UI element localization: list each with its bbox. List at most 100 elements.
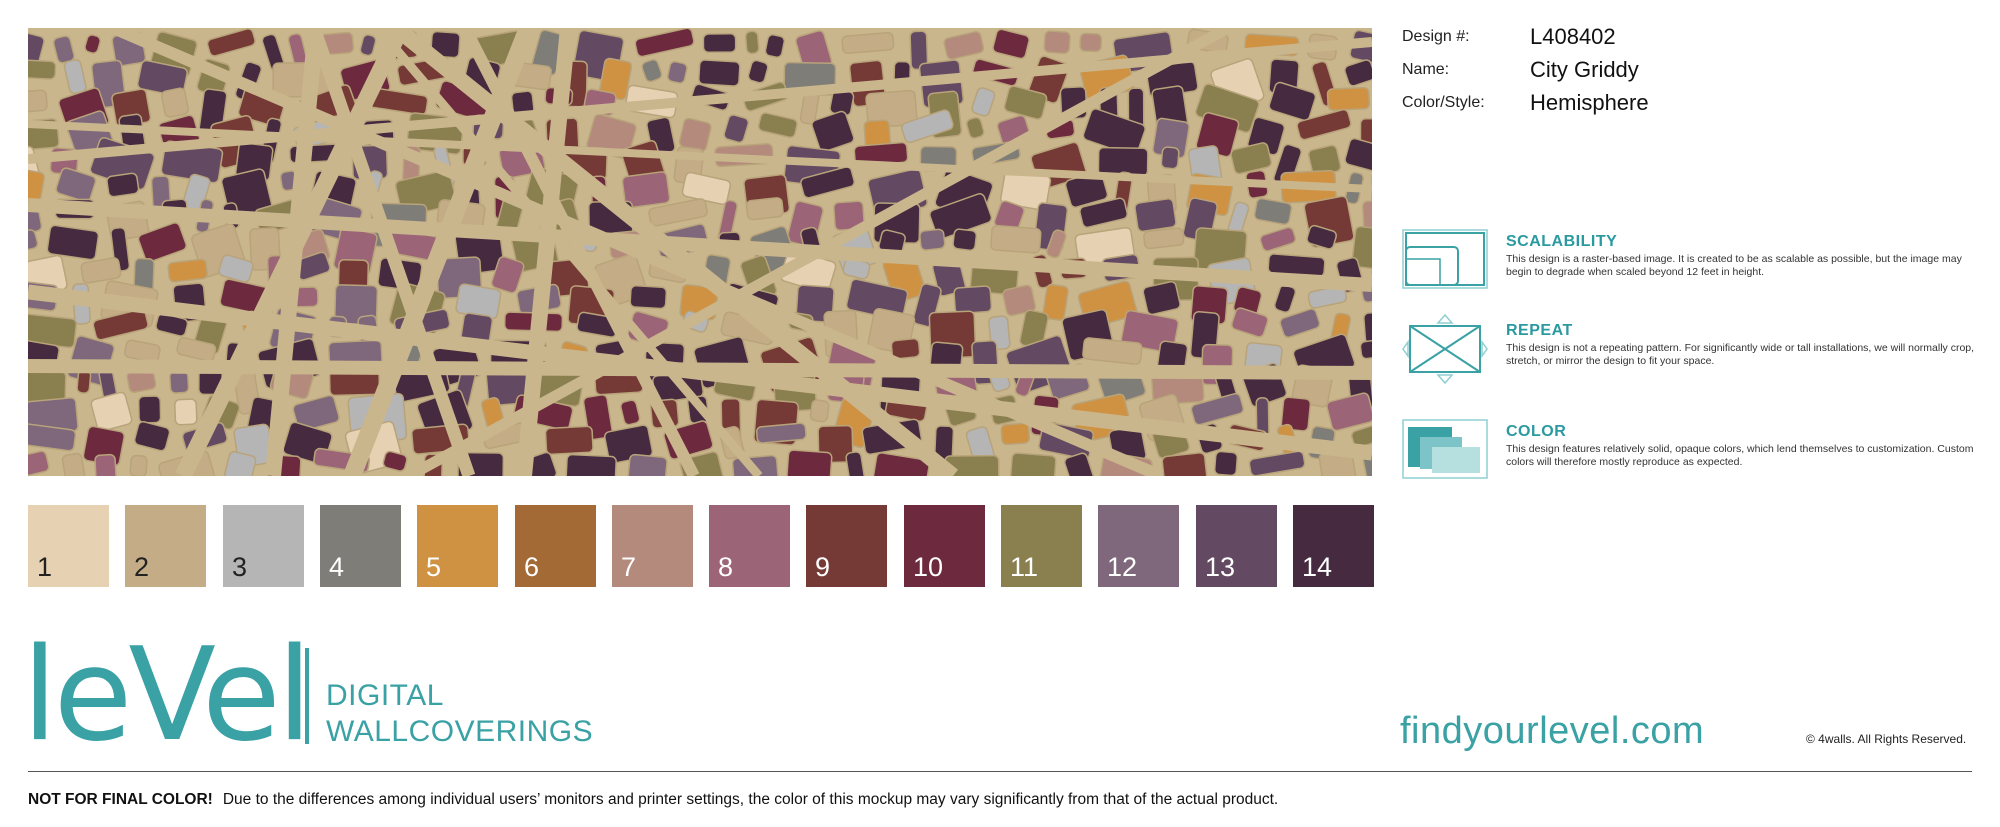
map-block bbox=[1363, 309, 1372, 345]
map-block bbox=[971, 87, 996, 117]
map-block bbox=[1134, 198, 1177, 233]
map-block bbox=[1079, 32, 1103, 53]
map-road bbox=[265, 28, 324, 476]
map-block bbox=[1268, 81, 1317, 122]
map-block bbox=[206, 28, 256, 57]
map-block bbox=[80, 257, 122, 284]
map-block bbox=[28, 229, 39, 251]
color-swatch-number: 11 bbox=[1010, 552, 1039, 582]
brand-tagline-line2: WALLCOVERINGS bbox=[326, 715, 594, 748]
map-block bbox=[158, 450, 219, 476]
city-map-pattern bbox=[28, 28, 1372, 476]
map-block bbox=[1000, 422, 1031, 446]
map-block bbox=[1160, 146, 1180, 170]
map-block bbox=[890, 337, 921, 360]
map-block bbox=[666, 60, 688, 84]
disclaimer-text: Due to the differences among individual … bbox=[222, 791, 1279, 808]
map-block bbox=[1142, 280, 1181, 316]
website-url[interactable]: findyourlevel.com bbox=[1400, 710, 1705, 752]
map-block bbox=[723, 114, 750, 144]
color-swatch-number: 1 bbox=[37, 552, 53, 582]
map-block bbox=[702, 33, 737, 54]
map-block bbox=[544, 425, 594, 455]
map-block bbox=[621, 171, 671, 209]
map-block bbox=[1079, 197, 1129, 228]
map-road bbox=[28, 37, 1372, 164]
map-block bbox=[133, 420, 171, 452]
map-block bbox=[1213, 450, 1239, 476]
map-block bbox=[174, 398, 198, 426]
color-swatch: 9 bbox=[806, 505, 887, 587]
map-block bbox=[1043, 30, 1071, 55]
map-block bbox=[28, 32, 45, 69]
map-block bbox=[129, 454, 148, 476]
feature-title: COLOR bbox=[1506, 423, 1567, 440]
feature-title: REPEAT bbox=[1506, 322, 1573, 339]
map-block bbox=[845, 451, 868, 476]
map-block bbox=[28, 450, 50, 476]
map-block bbox=[1344, 137, 1372, 176]
footer-divider bbox=[28, 771, 1972, 772]
color-swatch-number: 8 bbox=[718, 552, 734, 582]
map-block bbox=[28, 89, 48, 113]
map-block bbox=[46, 224, 100, 261]
map-block bbox=[76, 369, 92, 394]
map-block bbox=[1042, 283, 1069, 321]
design-number-row: Design #: L408402 bbox=[1402, 24, 1962, 54]
map-block bbox=[900, 109, 954, 144]
feature-text: This design is a raster-based image. It … bbox=[1506, 253, 1962, 278]
color-swatch-number: 3 bbox=[232, 552, 248, 582]
map-block bbox=[809, 399, 830, 423]
map-block bbox=[786, 449, 833, 476]
map-block bbox=[1273, 284, 1297, 313]
map-block bbox=[222, 450, 257, 476]
map-block bbox=[1009, 452, 1057, 476]
map-block bbox=[953, 285, 993, 315]
map-block bbox=[1259, 226, 1297, 252]
brand-tagline-line1: DIGITAL bbox=[326, 679, 444, 712]
map-block bbox=[94, 453, 118, 476]
map-block bbox=[1362, 451, 1372, 476]
brand-tagline: DIGITAL WALLCOVERINGS bbox=[326, 678, 593, 750]
map-block bbox=[1306, 224, 1337, 250]
color-swatch: 14 bbox=[1293, 505, 1374, 587]
map-block bbox=[755, 422, 807, 444]
map-block bbox=[1064, 452, 1098, 476]
map-block bbox=[28, 423, 77, 452]
map-road bbox=[28, 284, 1372, 461]
map-block bbox=[1002, 284, 1037, 317]
map-block bbox=[871, 452, 930, 476]
map-road bbox=[307, 28, 476, 476]
map-block bbox=[1296, 108, 1352, 141]
color-swatch-number: 10 bbox=[913, 552, 944, 582]
map-road bbox=[28, 198, 1372, 292]
map-block bbox=[55, 167, 97, 203]
map-road bbox=[390, 28, 959, 476]
design-style-value: Hemisphere bbox=[1530, 90, 1649, 115]
map-block bbox=[744, 30, 760, 55]
repeat-icon bbox=[1402, 314, 1488, 384]
map-block bbox=[841, 31, 895, 55]
map-block bbox=[292, 394, 340, 432]
map-block bbox=[1082, 337, 1143, 365]
color-swatch: 2 bbox=[125, 505, 206, 587]
map-block bbox=[382, 450, 408, 472]
color-swatch-number: 5 bbox=[426, 552, 442, 582]
color-swatch-number: 7 bbox=[621, 552, 637, 582]
scalability-icon bbox=[1402, 229, 1488, 289]
map-block bbox=[176, 337, 217, 362]
color-swatch: 10 bbox=[904, 505, 985, 587]
map-block bbox=[747, 59, 769, 84]
color-swatch-number: 12 bbox=[1107, 552, 1138, 582]
map-block bbox=[731, 454, 780, 476]
map-block bbox=[137, 222, 187, 263]
feature-text: This design features relatively solid, o… bbox=[1506, 443, 1974, 468]
color-swatch: 6 bbox=[515, 505, 596, 587]
map-block bbox=[90, 391, 133, 432]
map-block bbox=[1359, 337, 1372, 360]
map-block bbox=[943, 31, 985, 60]
color-swatch-number: 4 bbox=[329, 552, 345, 582]
map-block bbox=[811, 110, 855, 153]
map-block bbox=[1190, 392, 1245, 426]
disclaimer-warning: NOT FOR FINAL COLOR! bbox=[28, 791, 213, 808]
